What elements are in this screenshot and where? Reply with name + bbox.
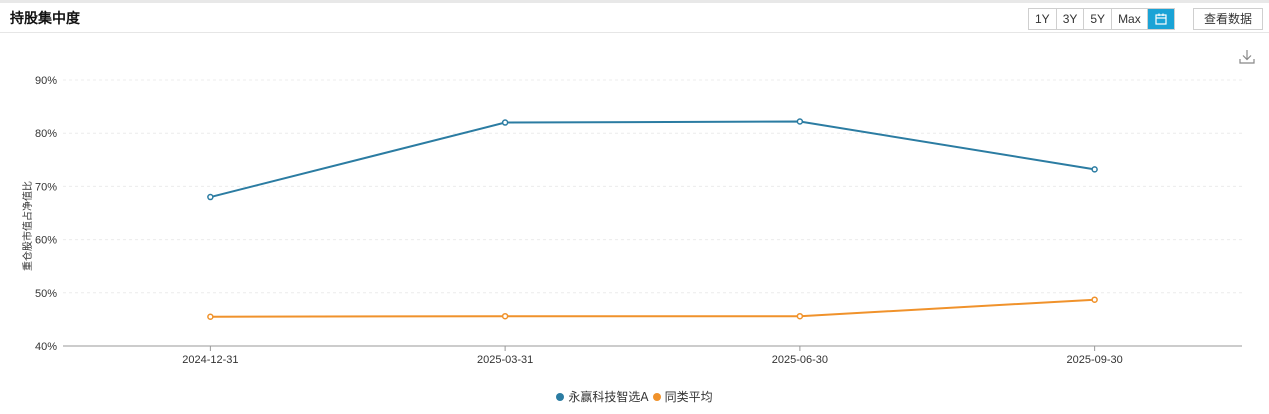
- series-1-point: [1091, 296, 1098, 303]
- series-0-point: [796, 118, 804, 125]
- series-line-0: [210, 120, 1095, 199]
- legend-dot: [556, 392, 565, 401]
- x-tick-label: 2025-03-31: [477, 354, 533, 366]
- chart-header: 持股集中度 1Y 3Y 5Y Max 查看数据: [0, 3, 1269, 33]
- range-1y-button[interactable]: 1Y: [1029, 9, 1057, 29]
- chart-title: 持股集中度: [10, 11, 80, 27]
- x-tick-label: 2025-09-30: [1066, 354, 1122, 366]
- download-button[interactable]: [1238, 48, 1256, 66]
- series-0-point: [207, 193, 214, 201]
- download-icon: [1239, 50, 1255, 64]
- range-5y-button[interactable]: 5Y: [1084, 9, 1113, 29]
- chart-plot: 40% 50% 60% 70% 80% 90% 2024-12-31 2025-03-31 20…: [21, 75, 1242, 366]
- chart-legend: 永赢科技智选A 同类平均: [0, 388, 1269, 405]
- y-tick-label: 60%: [35, 235, 57, 247]
- series-1-point: [207, 313, 214, 320]
- y-tick-label: 50%: [35, 288, 57, 300]
- legend-label: 同类平均: [664, 390, 713, 404]
- range-3y-button[interactable]: 3Y: [1057, 9, 1085, 29]
- series-line-1: [210, 298, 1095, 318]
- series-0-point: [1091, 166, 1098, 173]
- series-1-point: [796, 312, 804, 320]
- view-data-button[interactable]: 查看数据: [1193, 8, 1263, 30]
- legend-item[interactable]: 永赢科技智选A: [556, 388, 649, 405]
- range-selector: 1Y 3Y 5Y Max: [1028, 8, 1175, 30]
- y-tick-label: 40%: [35, 341, 57, 353]
- legend-item[interactable]: 同类平均: [652, 388, 713, 405]
- legend-dot: [652, 392, 661, 401]
- legend-label: 永赢科技智选A: [568, 390, 649, 404]
- series-1-point: [501, 312, 509, 320]
- range-max-button[interactable]: Max: [1112, 9, 1148, 29]
- series-0-point: [501, 119, 509, 126]
- x-tick-label: 2025-06-30: [772, 354, 828, 366]
- y-tick-label: 90%: [35, 75, 57, 87]
- y-tick-label: 70%: [35, 181, 57, 193]
- x-tick-label: 2024-12-31: [182, 354, 238, 366]
- calendar-icon: [1155, 13, 1167, 25]
- top-border: [0, 0, 1269, 3]
- y-tick-label: 80%: [35, 128, 57, 140]
- y-axis-label: 重仓股市值占净值比: [21, 181, 34, 271]
- calendar-button[interactable]: [1147, 9, 1174, 29]
